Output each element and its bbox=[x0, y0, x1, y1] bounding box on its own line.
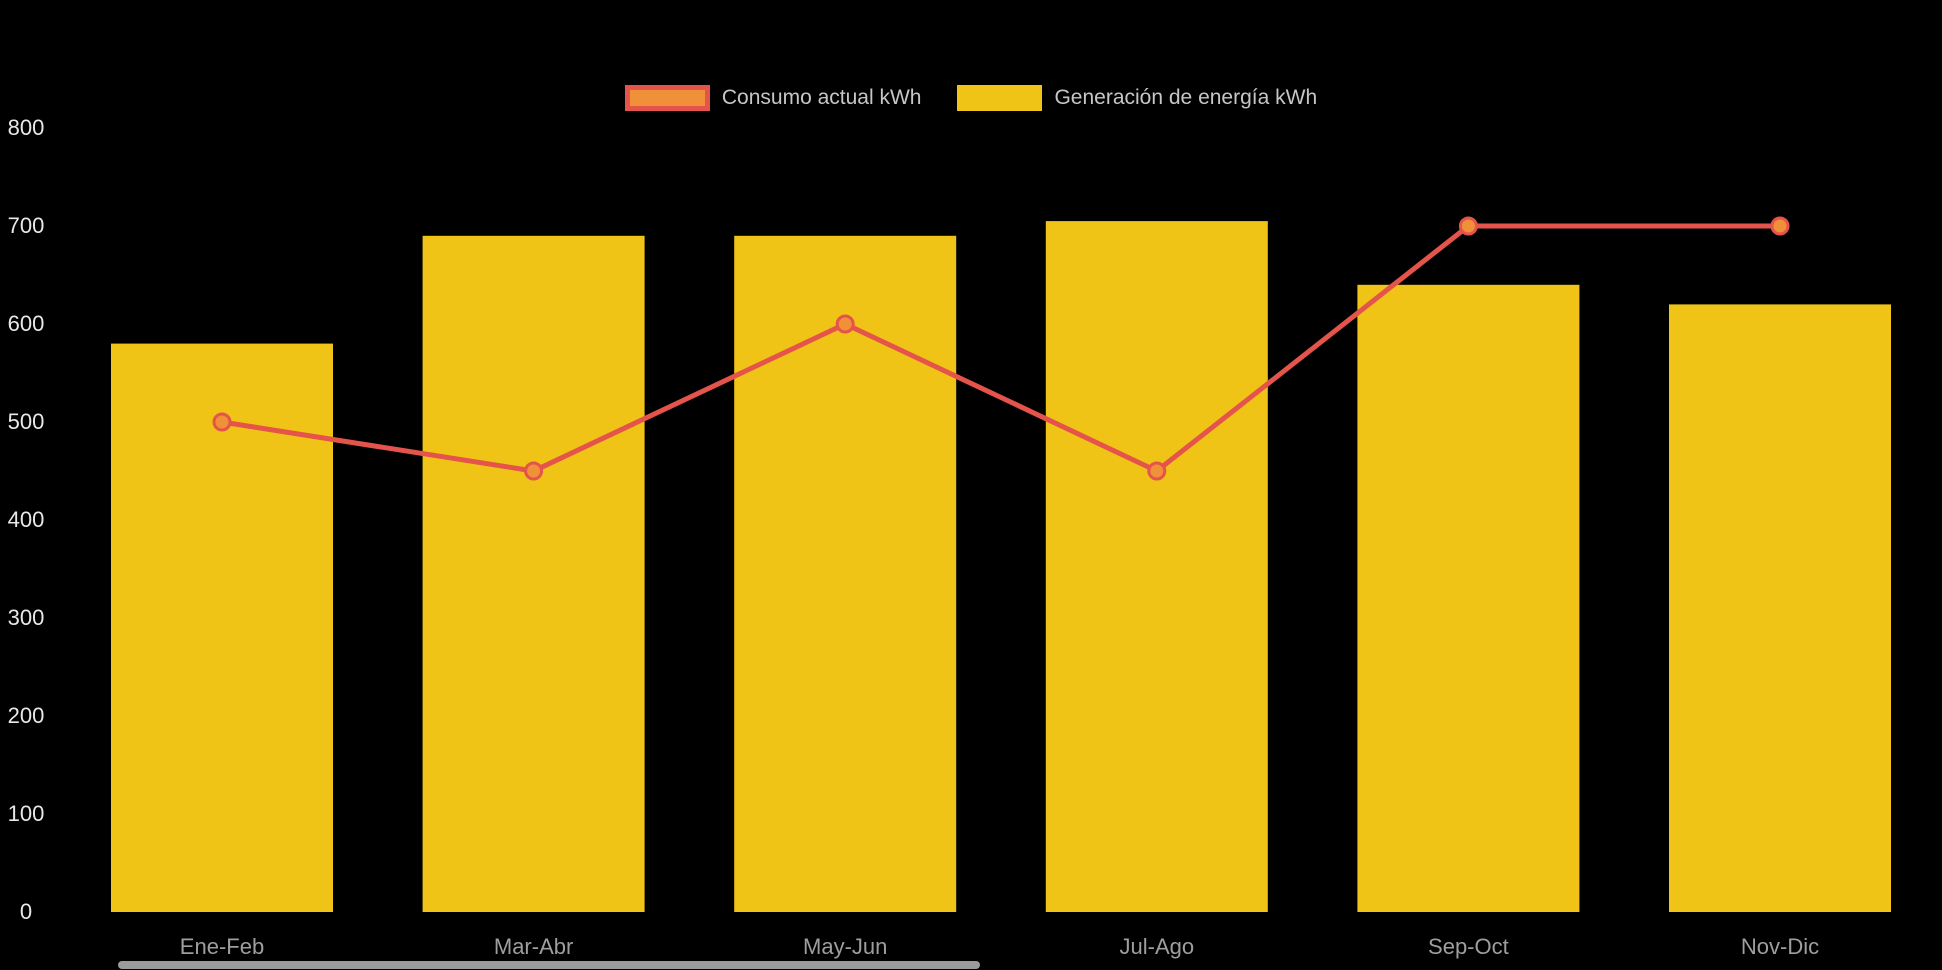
horizontal-scrollbar-thumb[interactable] bbox=[118, 961, 980, 969]
point-Ene-Feb[interactable] bbox=[212, 412, 232, 432]
bar-Sep-Oct[interactable] bbox=[1357, 284, 1580, 912]
legend-swatch-consumo bbox=[624, 85, 710, 111]
point-Mar-Abr[interactable] bbox=[524, 461, 544, 481]
bar-Jul-Ago[interactable] bbox=[1045, 221, 1268, 913]
consumo-line bbox=[221, 223, 1780, 474]
legend-swatch-generacion bbox=[957, 85, 1043, 111]
legend-label-consumo: Consumo actual kWh bbox=[721, 86, 922, 109]
point-Jul-Ago[interactable] bbox=[1147, 461, 1167, 481]
legend-item-generacion[interactable]: Generación de energía kWh bbox=[957, 85, 1317, 111]
bar-Nov-Dic[interactable] bbox=[1669, 304, 1891, 912]
point-Nov-Dic[interactable] bbox=[1770, 216, 1790, 236]
bar-Ene-Feb[interactable] bbox=[111, 343, 333, 913]
point-Sep-Oct[interactable] bbox=[1458, 216, 1478, 236]
bar-May-Jun[interactable] bbox=[734, 235, 957, 913]
legend-label-generacion: Generación de energía kWh bbox=[1054, 86, 1318, 109]
legend-item-consumo[interactable]: Consumo actual kWh bbox=[624, 85, 922, 111]
bar-Mar-Abr[interactable] bbox=[422, 235, 645, 913]
point-May-Jun[interactable] bbox=[835, 314, 855, 334]
chart-legend: Consumo actual kWh Generación de energía… bbox=[0, 85, 1942, 111]
